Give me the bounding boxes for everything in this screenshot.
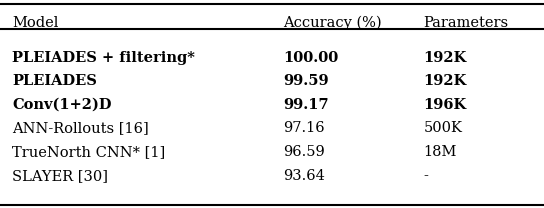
Text: 192K: 192K bbox=[424, 51, 467, 65]
Text: SLAYER [30]: SLAYER [30] bbox=[12, 169, 108, 183]
Text: 99.17: 99.17 bbox=[283, 98, 329, 112]
Text: 192K: 192K bbox=[424, 74, 467, 88]
Text: 18M: 18M bbox=[424, 145, 457, 159]
Text: Accuracy (%): Accuracy (%) bbox=[283, 16, 381, 30]
Text: 500K: 500K bbox=[424, 121, 462, 135]
Text: PLEIADES: PLEIADES bbox=[12, 74, 97, 88]
Text: 99.59: 99.59 bbox=[283, 74, 329, 88]
Text: 196K: 196K bbox=[424, 98, 467, 112]
Text: Conv(1+2)D: Conv(1+2)D bbox=[12, 98, 112, 112]
Text: 97.16: 97.16 bbox=[283, 121, 324, 135]
Text: 96.59: 96.59 bbox=[283, 145, 325, 159]
Text: TrueNorth CNN* [1]: TrueNorth CNN* [1] bbox=[12, 145, 165, 159]
Text: 93.64: 93.64 bbox=[283, 169, 325, 183]
Text: Parameters: Parameters bbox=[424, 16, 509, 30]
Text: -: - bbox=[424, 169, 429, 183]
Text: Model: Model bbox=[12, 16, 59, 30]
Text: ANN-Rollouts [16]: ANN-Rollouts [16] bbox=[12, 121, 149, 135]
Text: PLEIADES + filtering*: PLEIADES + filtering* bbox=[12, 51, 195, 65]
Text: 100.00: 100.00 bbox=[283, 51, 338, 65]
